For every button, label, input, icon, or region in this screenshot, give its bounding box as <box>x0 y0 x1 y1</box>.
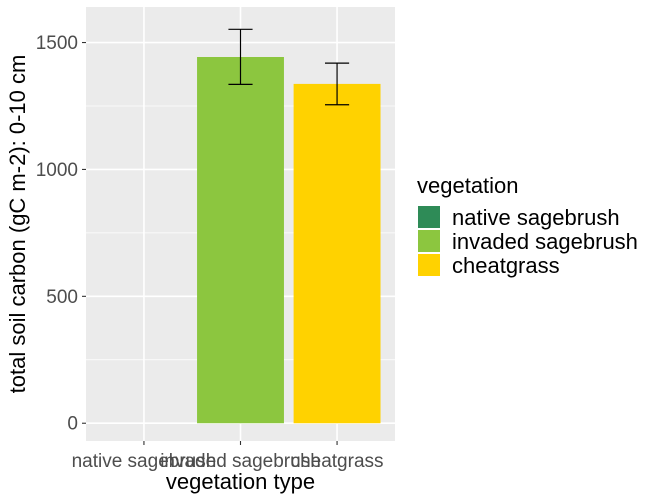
legend-label: invaded sagebrush <box>452 229 638 254</box>
bar-invaded-sagebrush <box>197 56 284 424</box>
x-tick-label: invaded sagebrush <box>160 451 321 472</box>
x-tick-label: cheatgrass <box>291 451 384 472</box>
y-tick-label: 1500 <box>36 33 78 54</box>
y-tick-label: 1000 <box>36 160 78 181</box>
error-bars <box>228 28 350 106</box>
y-tick-label: 500 <box>46 287 78 308</box>
x-tick-label: native sagebrush <box>72 451 217 472</box>
y-axis: 0 500 1000 1500 <box>36 33 86 435</box>
legend-key <box>418 254 440 276</box>
legend-label: cheatgrass <box>452 253 560 278</box>
error-bar <box>324 62 350 106</box>
error-bar <box>228 28 253 86</box>
legend-label: native sagebrush <box>452 205 620 230</box>
bars <box>197 56 381 424</box>
x-axis-title: vegetation type <box>166 469 315 494</box>
y-axis-title: total soil carbon (gC m-2): 0-10 cm <box>5 55 30 394</box>
legend-title: vegetation <box>417 173 519 198</box>
bar-cheatgrass <box>293 83 381 424</box>
legend-key <box>418 230 440 252</box>
y-tick-label: 0 <box>67 414 78 435</box>
legend-key <box>418 206 440 228</box>
